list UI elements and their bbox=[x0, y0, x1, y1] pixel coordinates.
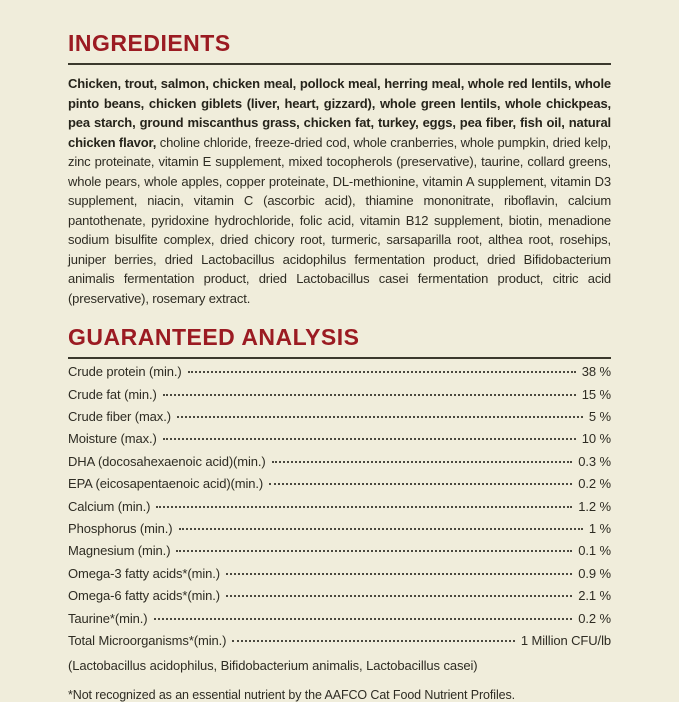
guaranteed-analysis-table: Crude protein (min.) 38 % Crude fat (min… bbox=[68, 364, 611, 655]
analysis-row-crude-fat: Crude fat (min.) 15 % bbox=[68, 387, 611, 409]
analysis-row-dha: DHA (docosahexaenoic acid)(min.) 0.3 % bbox=[68, 454, 611, 476]
ingredients-divider bbox=[68, 63, 611, 66]
analysis-label: Moisture (max.) bbox=[68, 431, 157, 447]
dotted-leader bbox=[269, 483, 573, 486]
analysis-value: 0.3 % bbox=[578, 453, 611, 469]
analysis-value: 5 % bbox=[588, 409, 611, 425]
analysis-row-taurine: Taurine*(min.) 0.2 % bbox=[68, 611, 611, 633]
analysis-row-omega6: Omega-6 fatty acids*(min.) 2.1 % bbox=[68, 588, 611, 610]
analysis-row-crude-fiber: Crude fiber (max.) 5 % bbox=[68, 409, 611, 431]
analysis-label: DHA (docosahexaenoic acid)(min.) bbox=[68, 453, 266, 469]
ingredients-section: INGREDIENTS Chicken, trout, salmon, chic… bbox=[68, 31, 611, 308]
analysis-value: 38 % bbox=[581, 364, 611, 380]
analysis-value: 0.2 % bbox=[578, 476, 611, 492]
microorganisms-species-note: (Lactobacillus acidophilus, Bifidobacter… bbox=[68, 658, 478, 674]
analysis-value: 0.1 % bbox=[578, 543, 611, 559]
analysis-label: Crude protein (min.) bbox=[68, 364, 182, 380]
analysis-row-magnesium: Magnesium (min.) 0.1 % bbox=[68, 543, 611, 565]
analysis-label: Calcium (min.) bbox=[68, 498, 151, 514]
analysis-value: 1 Million CFU/lb bbox=[520, 632, 611, 648]
analysis-label: Magnesium (min.) bbox=[68, 543, 171, 559]
dotted-leader bbox=[178, 528, 583, 531]
dotted-leader bbox=[176, 416, 583, 419]
analysis-value: 0.2 % bbox=[578, 610, 611, 626]
ingredients-secondary-list: choline chloride, freeze-dried cod, whol… bbox=[68, 134, 612, 306]
analysis-label: Omega-3 fatty acids*(min.) bbox=[68, 565, 221, 581]
analysis-label: Phosphorus (min.) bbox=[68, 521, 173, 537]
analysis-row-crude-protein: Crude protein (min.) 38 % bbox=[68, 364, 611, 386]
analysis-label: Crude fiber (max.) bbox=[68, 409, 171, 425]
guaranteed-analysis-divider bbox=[68, 357, 611, 360]
analysis-label: Total Microorganisms*(min.) bbox=[68, 632, 227, 648]
analysis-row-moisture: Moisture (max.) 10 % bbox=[68, 431, 611, 453]
pet-food-label-panel: INGREDIENTS Chicken, trout, salmon, chic… bbox=[68, 31, 611, 702]
analysis-label: Taurine*(min.) bbox=[68, 610, 148, 626]
dotted-leader bbox=[226, 595, 573, 598]
dotted-leader bbox=[187, 371, 576, 374]
ingredients-primary-list: Chicken, trout, salmon, chicken meal, po… bbox=[68, 76, 611, 150]
analysis-label: Omega-6 fatty acids*(min.) bbox=[68, 588, 221, 604]
analysis-row-phosphorus: Phosphorus (min.) 1 % bbox=[68, 521, 611, 543]
guaranteed-analysis-title: GUARANTEED ANALYSIS bbox=[68, 324, 360, 351]
analysis-value: 1 % bbox=[588, 521, 611, 537]
analysis-row-total-microorganisms: Total Microorganisms*(min.) 1 Million CF… bbox=[68, 633, 611, 655]
dotted-leader bbox=[162, 393, 576, 396]
guaranteed-analysis-section: GUARANTEED ANALYSIS Crude protein (min.)… bbox=[68, 325, 611, 702]
analysis-value: 0.9 % bbox=[578, 565, 611, 581]
analysis-row-omega3: Omega-3 fatty acids*(min.) 0.9 % bbox=[68, 566, 611, 588]
ingredients-title: INGREDIENTS bbox=[68, 30, 231, 56]
analysis-label: Crude fat (min.) bbox=[68, 386, 157, 402]
dotted-leader bbox=[162, 438, 576, 441]
analysis-row-calcium: Calcium (min.) 1.2 % bbox=[68, 499, 611, 521]
analysis-row-epa: EPA (eicosapentaenoic acid)(min.) 0.2 % bbox=[68, 476, 611, 498]
aafco-footnote: *Not recognized as an essential nutrient… bbox=[68, 687, 515, 702]
dotted-leader bbox=[232, 639, 515, 642]
ingredients-text: Chicken, trout, salmon, chicken meal, po… bbox=[68, 74, 611, 308]
dotted-leader bbox=[156, 505, 573, 508]
analysis-value: 10 % bbox=[581, 431, 611, 447]
dotted-leader bbox=[271, 460, 573, 463]
analysis-value: 2.1 % bbox=[578, 588, 611, 604]
analysis-value: 15 % bbox=[581, 386, 611, 402]
analysis-label: EPA (eicosapentaenoic acid)(min.) bbox=[68, 476, 264, 492]
dotted-leader bbox=[226, 572, 573, 575]
analysis-value: 1.2 % bbox=[578, 498, 611, 514]
dotted-leader bbox=[153, 617, 573, 620]
dotted-leader bbox=[176, 550, 573, 553]
